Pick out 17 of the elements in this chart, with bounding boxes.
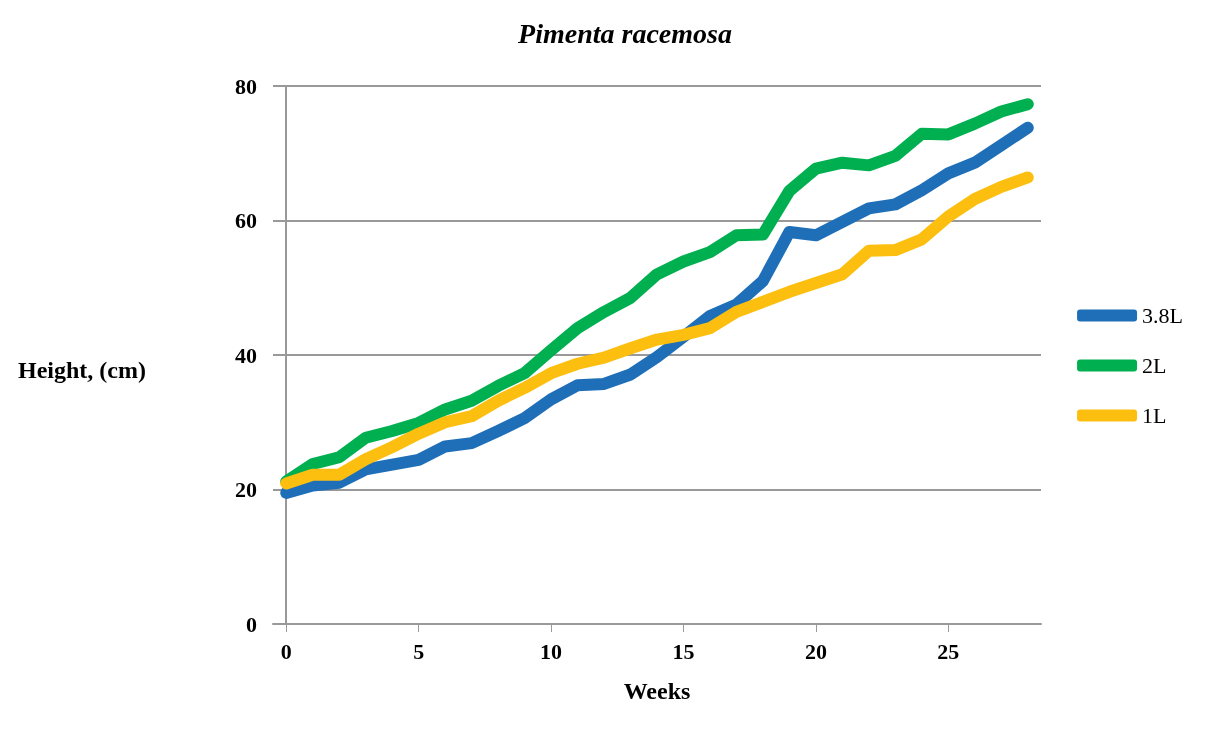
x-tick-label: 15 — [672, 638, 695, 664]
x-tick-label: 25 — [937, 638, 960, 664]
x-axis-title: Weeks — [623, 678, 691, 704]
y-axis-title: Height, (cm) — [18, 357, 146, 383]
y-tick-label: 20 — [235, 477, 257, 502]
legend-label: 2L — [1142, 353, 1167, 378]
legend-label: 1L — [1142, 403, 1167, 428]
x-tick-label: 20 — [804, 638, 827, 664]
y-tick-label: 40 — [235, 342, 257, 368]
x-tick-label: 0 — [280, 638, 292, 664]
legend-label: 3.8L — [1142, 303, 1184, 328]
chart-title: Pimenta racemosa — [517, 17, 732, 49]
y-tick-label: 60 — [235, 208, 257, 233]
x-tick-label: 10 — [540, 638, 563, 664]
x-tick-label: 5 — [413, 638, 425, 664]
y-tick-label: 80 — [235, 73, 257, 99]
y-tick-label: 0 — [246, 611, 257, 637]
